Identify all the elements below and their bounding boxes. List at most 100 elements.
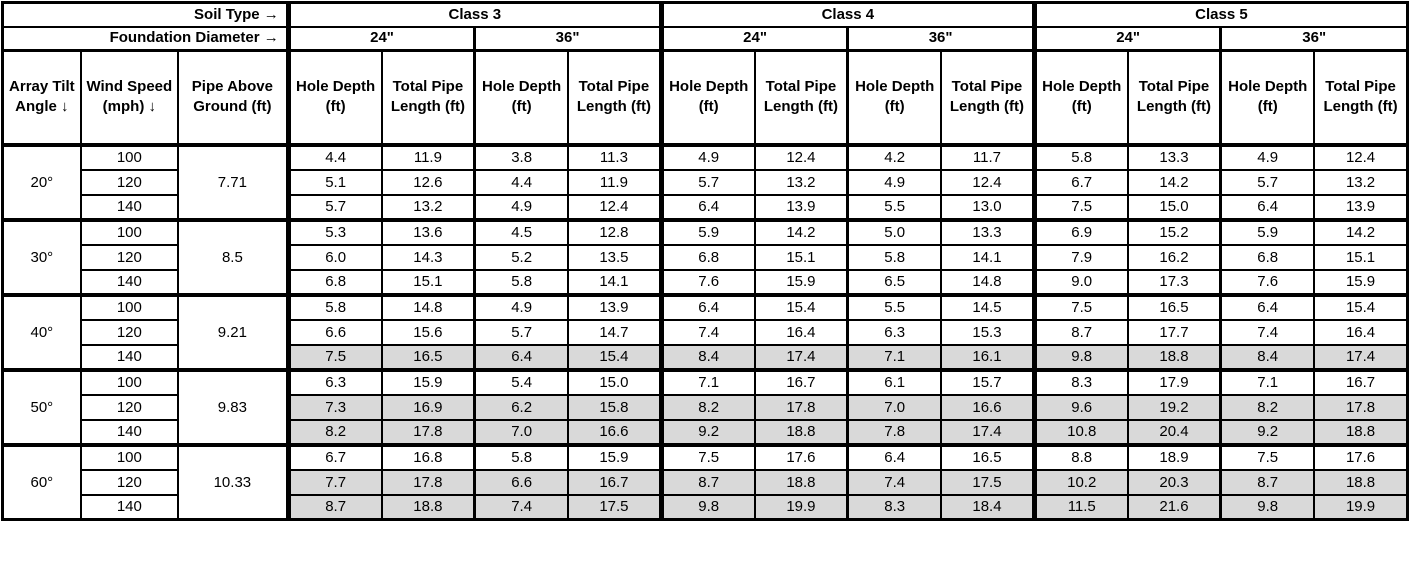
table-row: 50° 100 9.83 6.3 15.9 5.4 15.0 7.1 16.7 6.1 15.7 8.… bbox=[1, 367, 1409, 446]
foundation-diameter-header-row: Foundation Diameter → 24" 36" 24" 36" 24… bbox=[1, 25, 1409, 52]
hole-depth-cell: 8.4 bbox=[1219, 343, 1316, 371]
hole-depth-cell: 7.6 bbox=[658, 268, 756, 296]
hole-depth-cell: 7.3 bbox=[285, 393, 383, 421]
hole-depth-cell: 6.2 bbox=[473, 393, 570, 421]
total-pipe-length-cell: 16.5 bbox=[380, 343, 476, 371]
total-pipe-length-cell: 21.6 bbox=[1126, 493, 1222, 521]
hole-depth-cell: 4.9 bbox=[1219, 142, 1316, 171]
total-pipe-length-cell: 14.2 bbox=[1313, 217, 1409, 246]
table-row: 140 7.5 16.5 6.4 15.4 8.4 17.4 7.1 16.1 9.8 18.8 8.… bbox=[3, 343, 1409, 371]
total-pipe-length-cell: 16.6 bbox=[940, 393, 1036, 421]
hole-depth-cell: 4.9 bbox=[846, 168, 943, 196]
total-pipe-length-cell: 20.4 bbox=[1126, 418, 1222, 446]
total-pipe-length-header: Total Pipe Length (ft) bbox=[1126, 49, 1222, 147]
total-pipe-length-cell: 16.4 bbox=[1313, 318, 1409, 346]
wind-speed-cell: 140 bbox=[79, 193, 179, 221]
hole-depth-header: Hole Depth (ft) bbox=[473, 49, 570, 147]
total-pipe-length-cell: 11.9 bbox=[567, 168, 663, 196]
hole-depth-cell: 5.2 bbox=[473, 243, 570, 271]
hole-depth-cell: 7.1 bbox=[658, 367, 756, 396]
total-pipe-length-cell: 18.8 bbox=[753, 418, 849, 446]
total-pipe-length-cell: 12.4 bbox=[753, 142, 849, 171]
hole-depth-cell: 5.3 bbox=[285, 217, 383, 246]
hole-depth-cell: 9.0 bbox=[1031, 268, 1129, 296]
total-pipe-length-cell: 13.9 bbox=[753, 193, 849, 221]
pipe-above-ground-cell: 10.33 bbox=[176, 442, 290, 521]
total-pipe-length-cell: 11.3 bbox=[567, 142, 663, 171]
hole-depth-cell: 4.4 bbox=[285, 142, 383, 171]
hole-depth-cell: 4.5 bbox=[473, 217, 570, 246]
total-pipe-length-cell: 13.9 bbox=[567, 292, 663, 321]
hole-depth-cell: 6.6 bbox=[285, 318, 383, 346]
total-pipe-length-cell: 14.2 bbox=[1126, 168, 1222, 196]
total-pipe-length-cell: 19.9 bbox=[1313, 493, 1409, 521]
total-pipe-length-cell: 17.4 bbox=[753, 343, 849, 371]
total-pipe-length-cell: 14.8 bbox=[380, 292, 476, 321]
soil-type-label: Soil Type → bbox=[1, 1, 290, 28]
total-pipe-length-cell: 17.7 bbox=[1126, 318, 1222, 346]
hole-depth-cell: 5.8 bbox=[285, 292, 383, 321]
hole-depth-cell: 7.4 bbox=[1219, 318, 1316, 346]
hole-depth-cell: 5.7 bbox=[285, 193, 383, 221]
total-pipe-length-cell: 15.8 bbox=[567, 393, 663, 421]
table-row: 140 5.7 13.2 4.9 12.4 6.4 13.9 5.5 13.0 7.5 15.0 6.… bbox=[3, 193, 1409, 221]
wind-speed-cell: 120 bbox=[79, 318, 179, 346]
total-pipe-length-cell: 16.6 bbox=[567, 418, 663, 446]
total-pipe-length-cell: 17.6 bbox=[1313, 442, 1409, 471]
table-row: 120 7.7 17.8 6.6 16.7 8.7 18.8 7.4 17.5 10.2 20.3 8… bbox=[3, 468, 1409, 496]
total-pipe-length-header: Total Pipe Length (ft) bbox=[753, 49, 849, 147]
total-pipe-length-cell: 17.8 bbox=[380, 468, 476, 496]
total-pipe-length-cell: 17.6 bbox=[753, 442, 849, 471]
total-pipe-length-cell: 16.7 bbox=[753, 367, 849, 396]
wind-speed-cell: 100 bbox=[79, 217, 179, 246]
pipe-above-ground-cell: 9.21 bbox=[176, 292, 290, 371]
wind-speed-cell: 100 bbox=[79, 442, 179, 471]
hole-depth-cell: 10.8 bbox=[1031, 418, 1129, 446]
hole-depth-cell: 5.8 bbox=[846, 243, 943, 271]
total-pipe-length-cell: 13.3 bbox=[1126, 142, 1222, 171]
total-pipe-length-cell: 12.6 bbox=[380, 168, 476, 196]
total-pipe-length-cell: 14.2 bbox=[753, 217, 849, 246]
hole-depth-cell: 7.7 bbox=[285, 468, 383, 496]
diameter-24-header: 24" bbox=[658, 25, 849, 52]
hole-depth-cell: 8.7 bbox=[1219, 468, 1316, 496]
total-pipe-length-cell: 14.3 bbox=[380, 243, 476, 271]
total-pipe-length-cell: 15.0 bbox=[1126, 193, 1222, 221]
pipe-above-ground-cell: 7.71 bbox=[176, 142, 290, 221]
total-pipe-length-cell: 18.9 bbox=[1126, 442, 1222, 471]
hole-depth-cell: 6.4 bbox=[1219, 193, 1316, 221]
hole-depth-cell: 6.4 bbox=[658, 292, 756, 321]
diameter-24-header: 24" bbox=[285, 25, 476, 52]
total-pipe-length-cell: 17.3 bbox=[1126, 268, 1222, 296]
wind-speed-cell: 140 bbox=[79, 268, 179, 296]
hole-depth-cell: 5.9 bbox=[1219, 217, 1316, 246]
hole-depth-cell: 8.2 bbox=[658, 393, 756, 421]
total-pipe-length-header: Total Pipe Length (ft) bbox=[380, 49, 476, 147]
total-pipe-length-cell: 13.2 bbox=[1313, 168, 1409, 196]
table-row: 60° 100 10.33 6.7 16.8 5.8 15.9 7.5 17.6 6.4 16.5 8… bbox=[1, 442, 1409, 521]
hole-depth-cell: 8.4 bbox=[658, 343, 756, 371]
total-pipe-length-cell: 15.9 bbox=[1313, 268, 1409, 296]
total-pipe-length-cell: 14.1 bbox=[940, 243, 1036, 271]
tilt-angle-cell: 40° bbox=[1, 292, 82, 371]
hole-depth-header: Hole Depth (ft) bbox=[658, 49, 756, 147]
hole-depth-header: Hole Depth (ft) bbox=[1219, 49, 1316, 147]
total-pipe-length-header: Total Pipe Length (ft) bbox=[567, 49, 663, 147]
total-pipe-length-cell: 13.2 bbox=[753, 168, 849, 196]
total-pipe-length-header: Total Pipe Length (ft) bbox=[940, 49, 1036, 147]
hole-depth-cell: 5.7 bbox=[658, 168, 756, 196]
total-pipe-length-cell: 11.7 bbox=[940, 142, 1036, 171]
total-pipe-length-cell: 18.8 bbox=[1313, 418, 1409, 446]
wind-speed-cell: 140 bbox=[79, 493, 179, 521]
hole-depth-cell: 9.8 bbox=[1219, 493, 1316, 521]
foundation-pipe-table: Soil Type → Class 3 Class 4 Class 5 Foun… bbox=[1, 1, 1409, 521]
hole-depth-cell: 6.4 bbox=[1219, 292, 1316, 321]
total-pipe-length-cell: 14.7 bbox=[567, 318, 663, 346]
hole-depth-cell: 5.5 bbox=[846, 292, 943, 321]
hole-depth-cell: 6.3 bbox=[285, 367, 383, 396]
hole-depth-cell: 5.7 bbox=[1219, 168, 1316, 196]
hole-depth-cell: 7.5 bbox=[1031, 193, 1129, 221]
hole-depth-cell: 5.8 bbox=[473, 442, 570, 471]
hole-depth-cell: 7.0 bbox=[473, 418, 570, 446]
soil-class-5-header: Class 5 bbox=[1031, 1, 1409, 28]
